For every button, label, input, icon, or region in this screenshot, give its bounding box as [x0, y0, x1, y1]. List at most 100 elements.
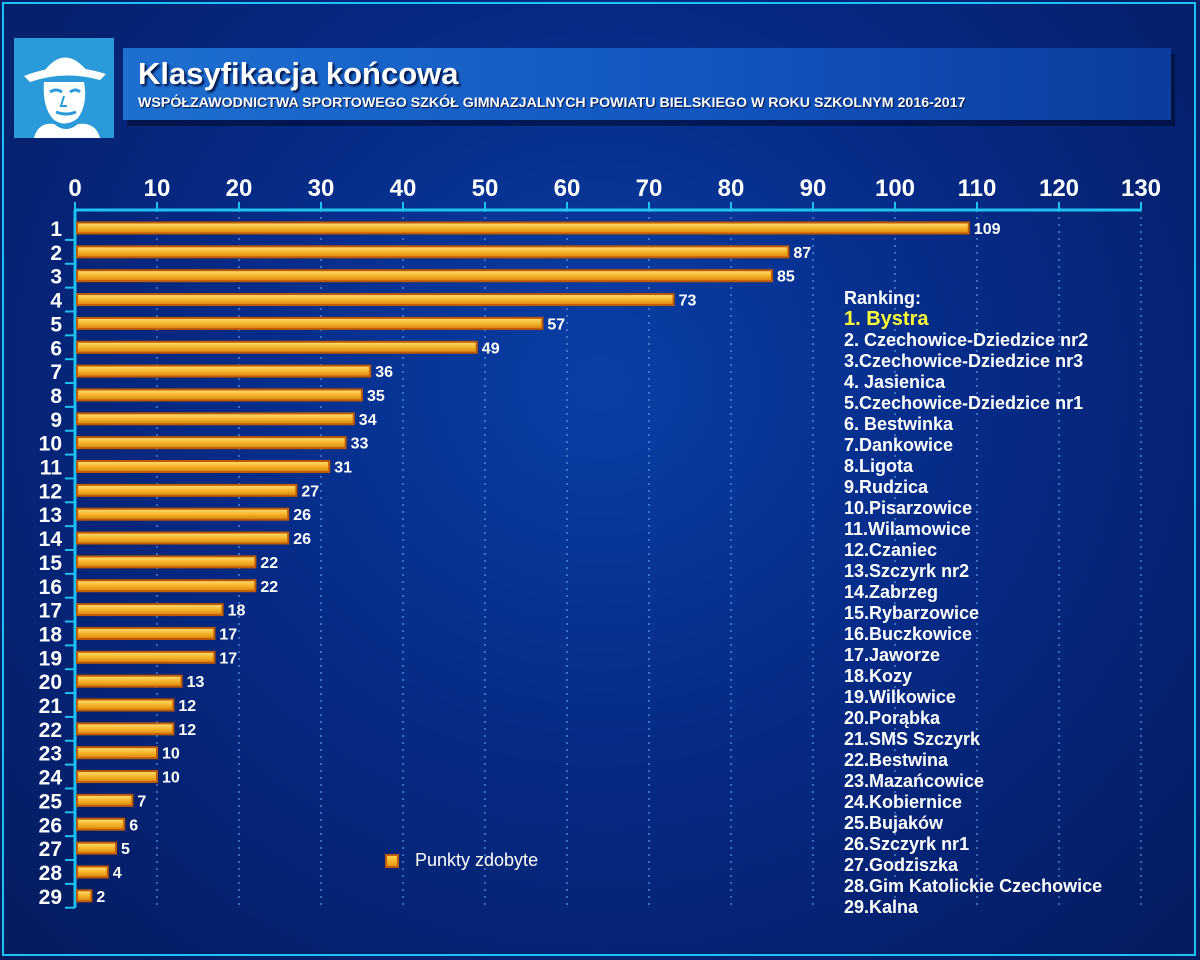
data-label: 49	[482, 340, 500, 357]
data-label: 35	[367, 388, 385, 405]
ranking-item: 9.Rudzica	[844, 477, 929, 497]
ranking-item: 18.Kozy	[844, 666, 913, 686]
x-tick-label: 60	[554, 175, 581, 202]
bar	[76, 579, 257, 593]
bar-swatch-icon	[385, 853, 399, 868]
category-label: 11	[40, 457, 63, 480]
bar	[76, 865, 109, 879]
bar	[76, 364, 372, 378]
x-tick-label: 40	[390, 175, 417, 202]
data-label: 34	[359, 412, 377, 429]
data-label: 26	[293, 507, 311, 524]
bar	[76, 531, 290, 545]
data-label: 4	[113, 865, 122, 882]
ranking-item: 21.SMS Szczyrk	[844, 729, 981, 749]
ranking-item: 23.Mazańcowice	[844, 771, 985, 791]
ranking-item: 14.Zabrzeg	[844, 582, 939, 602]
data-label: 10	[162, 770, 180, 787]
data-label: 73	[679, 293, 697, 310]
ranking-item: 4. Jasienica	[844, 372, 946, 392]
ranking-item: 2. Czechowice-Dziedzice nr2	[844, 330, 1089, 350]
bar	[76, 221, 970, 235]
bar	[76, 793, 134, 807]
ranking-item: 27.Godziszka	[844, 855, 959, 875]
category-label: 10	[39, 433, 62, 456]
ranking-item: 5.Czechowice-Dziedzice nr1	[844, 393, 1084, 413]
category-label: 20	[39, 671, 62, 694]
ranking-item: 13.Szczyrk nr2	[844, 561, 970, 581]
category-label: 16	[39, 576, 62, 599]
ranking-list: 1. Bystra 2. Czechowice-Dziedzice nr2 3.Cz…	[844, 309, 1102, 918]
bar	[76, 698, 175, 712]
bar	[76, 603, 224, 617]
ranking-item: 10.Pisarzowice	[844, 498, 973, 518]
x-tick-label: 10	[144, 175, 171, 202]
data-label: 13	[187, 674, 205, 691]
category-label: 13	[39, 504, 62, 527]
bar	[76, 817, 126, 831]
data-label: 22	[260, 555, 278, 572]
x-tick-label: 120	[1039, 175, 1079, 202]
ranking-item: 19.Wilkowice	[844, 687, 956, 707]
bar	[76, 507, 290, 521]
bar	[76, 650, 216, 664]
category-label: 9	[50, 409, 62, 432]
ranking-item: 25.Bujaków	[844, 813, 944, 833]
x-tick-label: 130	[1121, 175, 1161, 202]
bar	[76, 483, 298, 497]
category-label: 6	[50, 337, 62, 360]
ranking-item: 1. Bystra	[844, 308, 929, 330]
x-tick-label: 110	[958, 175, 997, 202]
x-tick-label: 0	[68, 175, 81, 202]
category-label: 29	[39, 886, 62, 909]
category-label: 21	[39, 695, 63, 718]
bar	[76, 626, 216, 640]
category-label: 14	[39, 528, 63, 551]
x-tick-label: 90	[800, 175, 827, 202]
bar	[76, 436, 347, 450]
category-label: 24	[39, 767, 63, 790]
portrait-logo-icon	[14, 38, 114, 138]
category-label: 15	[39, 552, 63, 575]
x-tick-label: 100	[875, 175, 915, 202]
bar	[76, 269, 773, 283]
x-tick-label: 30	[308, 175, 335, 202]
data-label: 10	[162, 746, 180, 763]
ranking-heading: Ranking:	[844, 288, 922, 308]
ranking-item: 7.Dankowice	[844, 435, 954, 455]
data-label: 36	[375, 364, 393, 381]
category-label: 2	[50, 242, 62, 265]
bar	[76, 889, 93, 903]
data-label: 57	[547, 316, 565, 333]
ranking-item: 12.Czaniec	[844, 540, 938, 560]
category-label: 12	[39, 480, 62, 503]
data-label: 109	[974, 221, 1001, 238]
ranking-item: 17.Jaworze	[844, 645, 941, 665]
data-label: 85	[777, 269, 795, 286]
category-label: 8	[50, 385, 62, 408]
data-label: 12	[178, 698, 196, 715]
chart-legend: Punkty zdobyte	[385, 850, 538, 871]
data-label: 12	[178, 722, 196, 739]
data-label: 33	[351, 436, 369, 453]
bar	[76, 555, 257, 569]
bar	[76, 460, 331, 473]
ranking-item: 28.Gim Katolickie Czechowice	[844, 876, 1103, 896]
ranking-item: 16.Buczkowice	[844, 624, 973, 644]
bar	[76, 245, 790, 259]
ranking-item: 24.Kobiernice	[844, 792, 963, 812]
data-label: 6	[129, 817, 138, 834]
bar	[76, 412, 355, 426]
bar	[76, 722, 175, 736]
category-label: 19	[39, 647, 62, 670]
bar	[76, 841, 117, 855]
ranking-item: 15.Rybarzowice	[844, 603, 980, 623]
category-label: 26	[39, 814, 62, 837]
page-subtitle: WSPÓŁZAWODNICTWA SPORTOWEGO SZKÓŁ GIMNAZ…	[138, 95, 966, 111]
ranking-item: 3.Czechowice-Dziedzice nr3	[844, 351, 1084, 371]
ranking-item: 11.Wilamowice	[844, 519, 971, 539]
title-banner	[123, 48, 1171, 120]
category-label: 25	[39, 790, 63, 813]
ranking-item: 26.Szczyrk nr1	[844, 834, 970, 854]
category-label: 4	[50, 290, 62, 313]
